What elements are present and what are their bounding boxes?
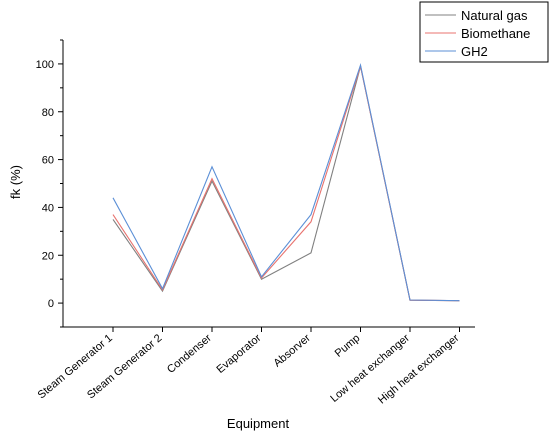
legend-box [419, 1, 549, 63]
legend: Natural gas Biomethane GH2 [419, 1, 549, 63]
y-ticks: 0 20 40 60 80 100 [36, 39, 63, 328]
x-tick-label: High heat exchanger [376, 332, 462, 407]
x-tick-label: Pump [333, 332, 363, 360]
x-tick-label: Absorver [271, 332, 313, 370]
legend-label: GH2 [461, 44, 488, 59]
y-tick-label: 0 [48, 298, 54, 310]
axes [62, 40, 475, 328]
x-tick-label: Condenser [165, 332, 214, 376]
x-axis-title: Equipment [227, 416, 290, 431]
y-tick-label: 40 [42, 202, 54, 214]
series-lines [112, 62, 460, 302]
series-line-3 [112, 62, 460, 302]
y-axis-title: fk (%) [8, 165, 23, 199]
y-tick-label: 80 [42, 107, 54, 119]
y-tick-label: 100 [36, 59, 54, 71]
y-tick-label: 20 [42, 250, 54, 262]
legend-label: Natural gas [461, 8, 528, 23]
series-line-1 [112, 66, 460, 302]
y-tick-label: 60 [42, 155, 54, 167]
x-tick-label: Evaporator [214, 332, 263, 376]
legend-label: Biomethane [461, 26, 530, 41]
